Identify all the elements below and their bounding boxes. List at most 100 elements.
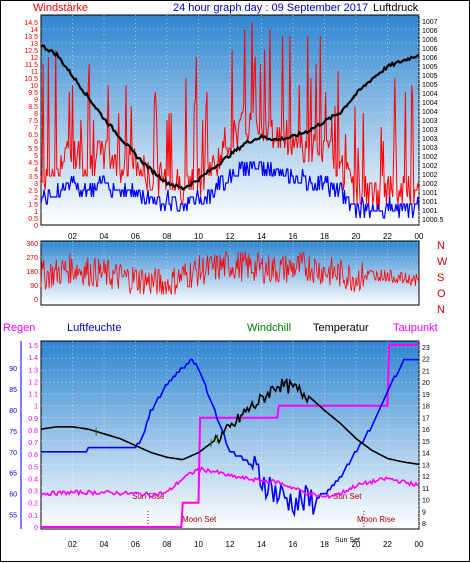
y-tick-label: 0 bbox=[34, 297, 38, 304]
y-rain-tick-label: 0.4 bbox=[28, 476, 38, 483]
y-temp-tick-label: 17 bbox=[422, 415, 430, 422]
y-left-tick-label: 9.5 bbox=[28, 90, 38, 97]
legend-temperatur: Temperatur bbox=[313, 322, 369, 334]
y-left-tick-label: 2.5 bbox=[28, 188, 38, 195]
y-humidity-tick-label: 80 bbox=[9, 408, 17, 415]
x-tick-label: 08 bbox=[163, 232, 172, 241]
y-left-tick-label: 14.5 bbox=[24, 20, 38, 27]
y-rain-tick-label: 0.5 bbox=[28, 464, 38, 471]
x-tick-label: 04 bbox=[100, 540, 109, 549]
y-left-tick-label: 2 bbox=[34, 195, 38, 202]
y-left-tick-label: 7 bbox=[34, 125, 38, 132]
header-left-label: Windstärke bbox=[33, 2, 88, 14]
y-rain-tick-label: 1 bbox=[34, 404, 38, 411]
legend-regen: Regen bbox=[3, 322, 35, 334]
x-tick-label: 02 bbox=[68, 540, 77, 549]
compass-label: N bbox=[437, 240, 445, 252]
y-tick-label: 270 bbox=[26, 255, 38, 262]
y-rain-tick-label: 1.2 bbox=[28, 379, 38, 386]
y-left-tick-label: 8 bbox=[34, 111, 38, 118]
y-right-tick-label: 1005 bbox=[422, 73, 438, 80]
y-left-tick-label: 3.5 bbox=[28, 174, 38, 181]
y-left-tick-label: 10.5 bbox=[24, 76, 38, 83]
y-tick-label: 180 bbox=[26, 269, 38, 276]
x-tick-label: 10 bbox=[194, 232, 203, 241]
y-humidity-tick-label: 60 bbox=[9, 492, 17, 499]
y-right-tick-label: 1003 bbox=[422, 118, 438, 125]
y-temp-tick-label: 23 bbox=[422, 345, 430, 352]
x-tick-label: 00 bbox=[415, 232, 424, 241]
x-tick-label: 10 bbox=[194, 540, 203, 549]
x-tick-label: 02 bbox=[68, 232, 77, 241]
annotation-moon-rise: Moon Rise bbox=[357, 515, 396, 524]
y-left-tick-label: 0 bbox=[34, 223, 38, 230]
y-right-tick-label: 1005 bbox=[422, 82, 438, 89]
x-tick-label: 04 bbox=[100, 232, 109, 241]
y-left-tick-label: 12.5 bbox=[24, 48, 38, 55]
y-right-tick-label: 1004 bbox=[422, 91, 438, 98]
x-tick-label: 22 bbox=[383, 232, 392, 241]
y-temp-tick-label: 20 bbox=[422, 380, 430, 387]
y-right-tick-label: 1003 bbox=[422, 127, 438, 134]
y-right-tick-label: 1003 bbox=[422, 136, 438, 143]
y-left-tick-label: 11 bbox=[31, 69, 38, 76]
y-left-tick-label: 5.5 bbox=[28, 146, 38, 153]
x-tick-label: 22 bbox=[383, 540, 392, 549]
y-left-tick-label: 7.5 bbox=[28, 118, 38, 125]
y-left-tick-label: 3 bbox=[34, 181, 38, 188]
y-right-tick-label: 1004 bbox=[422, 109, 438, 116]
x-tick-label: 06 bbox=[131, 232, 140, 241]
y-right-tick-label: 1006 bbox=[422, 37, 438, 44]
y-rain-tick-label: 1.1 bbox=[28, 392, 38, 399]
annotation-moon-set: Moon Set bbox=[182, 515, 217, 524]
y-humidity-tick-label: 70 bbox=[9, 450, 17, 457]
y-left-tick-label: 12 bbox=[30, 55, 38, 62]
y-rain-tick-label: 1.4 bbox=[28, 355, 38, 362]
x-tick-label: 08 bbox=[163, 540, 172, 549]
annotation-sun-rise: Sun Rise bbox=[132, 492, 165, 501]
y-left-tick-label: 4 bbox=[34, 167, 38, 174]
y-left-tick-label: 9 bbox=[34, 97, 38, 104]
y-right-tick-label: 1007 bbox=[422, 19, 438, 26]
y-tick-label: 360 bbox=[26, 241, 38, 248]
x-tick-label: 18 bbox=[320, 232, 329, 241]
y-temp-tick-label: 19 bbox=[422, 392, 430, 399]
y-right-tick-label: 1002 bbox=[422, 172, 438, 179]
x-tick-label: 18 bbox=[320, 540, 329, 549]
header-title: 24 hour graph day : 09 September 2017 bbox=[173, 2, 368, 14]
legend-luftfeuchte: Luftfeuchte bbox=[67, 322, 121, 334]
y-right-tick-label: 1001 bbox=[422, 190, 438, 197]
legend-taupunkt: Taupunkt bbox=[393, 322, 438, 334]
y-left-tick-label: 10 bbox=[30, 83, 38, 90]
series-humidity bbox=[41, 358, 419, 518]
y-rain-tick-label: 0.8 bbox=[28, 428, 38, 435]
series-dewpoint bbox=[40, 466, 420, 500]
y-right-tick-label: 1003 bbox=[422, 145, 438, 152]
y-left-tick-label: 5 bbox=[34, 153, 38, 160]
y-temp-tick-label: 10 bbox=[422, 498, 430, 505]
x-tick-label: 06 bbox=[131, 540, 140, 549]
y-left-tick-label: 13 bbox=[30, 41, 38, 48]
y-tick-label: 90 bbox=[30, 283, 38, 290]
y-rain-tick-label: 0 bbox=[34, 525, 38, 532]
chart-marks: 02 04 06 08 10 12 14 16 18 20 22 0000.511.522.533.5… bbox=[9, 15, 448, 549]
y-right-tick-label: 1005 bbox=[422, 64, 438, 71]
y-left-tick-label: 1 bbox=[34, 209, 38, 216]
header-right-label: Luftdruck bbox=[373, 2, 419, 14]
x-tick-label: 12 bbox=[226, 540, 235, 549]
y-humidity-tick-label: 55 bbox=[9, 513, 17, 520]
y-temp-tick-label: 12 bbox=[422, 474, 430, 481]
y-rain-tick-label: 0.9 bbox=[28, 416, 38, 423]
y-right-tick-label: 1006 bbox=[422, 55, 438, 62]
y-humidity-tick-label: 90 bbox=[9, 366, 17, 373]
x-tick-label: 20 bbox=[352, 232, 361, 241]
y-temp-tick-label: 14 bbox=[422, 451, 430, 458]
y-right-tick-label: 1002 bbox=[422, 154, 438, 161]
series-wind-gust bbox=[40, 21, 420, 212]
x-tick-label: 16 bbox=[289, 540, 298, 549]
compass-label: W bbox=[437, 256, 448, 268]
series-wind-direction bbox=[40, 251, 420, 295]
y-temp-tick-label: 21 bbox=[422, 368, 430, 375]
y-temp-tick-label: 18 bbox=[422, 404, 430, 411]
